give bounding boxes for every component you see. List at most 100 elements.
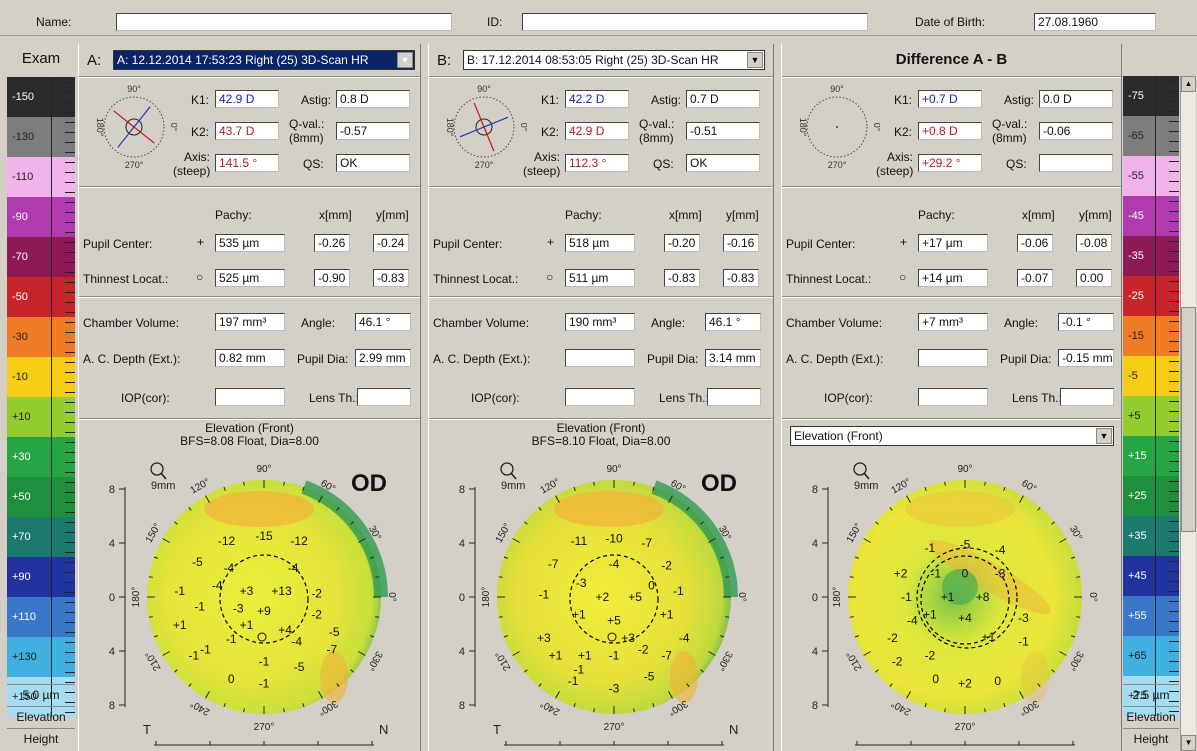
degree-label: 120° [890,477,913,497]
scroll-thumb[interactable] [1181,307,1196,532]
thinnest-x-field[interactable]: -0.90 [314,269,350,287]
k1-field[interactable]: 42.2 D [565,90,629,108]
pupil-x-field[interactable]: -0.26 [314,234,350,252]
chamber-volume-field[interactable]: +7 mm³ [918,313,988,331]
thinnest-x-field[interactable]: -0.83 [664,269,700,287]
elevation-map[interactable]: 90°120° 60°150° 30°180° 0°210° 330°240° 300°2… [782,449,1122,751]
exam-select[interactable]: B: 17.12.2014 08:53:05 Right (25) 3D-Sca… [463,50,765,70]
name-field[interactable] [116,13,452,31]
acdepth-field[interactable] [918,349,988,367]
pupil-y-field[interactable]: -0.16 [723,234,759,252]
right-scale-bands: -75 -65 -55 -45 -35 -25 -15 -5 +5 +15 +25 +35 +45 +55… [1123,76,1179,716]
dropdown-arrow-icon[interactable]: ▼ [1096,428,1112,444]
axis-field[interactable]: +29.2 ° [918,154,982,172]
astig-field[interactable]: 0.7 D [686,90,760,108]
pupil-pachy-field[interactable]: 535 µm [215,234,285,252]
pupil-y-field[interactable]: -0.08 [1076,234,1112,252]
scale-title: Exam [7,44,75,74]
angle-field[interactable]: 46.1 ° [705,313,761,331]
axis-field[interactable]: 112.3 ° [565,154,629,172]
y-mm-header: y[mm] [1079,208,1112,222]
angle-field[interactable]: -0.1 ° [1058,313,1114,331]
qs-field[interactable]: OK [336,154,410,172]
map-type-select[interactable]: Elevation (Front) ▼ [790,426,1114,446]
map-value: +1 [578,649,592,663]
pupil-dia-field[interactable]: 2.99 mm [355,349,411,367]
pupil-x-field[interactable]: -0.06 [1017,234,1053,252]
right-scale-mode[interactable]: Elevation [1123,706,1179,726]
map-value: +8 [976,590,990,604]
k2-field[interactable]: 43.7 D [215,122,279,140]
elevation-map[interactable]: 90°120° 60°150° 30°180° 0°210° 330°240° 300°2… [429,449,769,751]
pupil-pachy-field[interactable]: +17 µm [918,234,988,252]
acdepth-field[interactable]: 0.82 mm [215,349,285,367]
left-scale-mode[interactable]: Elevation [7,706,75,726]
scale-band: +75 [1123,676,1179,716]
id-field[interactable] [522,13,868,31]
thinnest-y-field[interactable]: -0.83 [723,269,759,287]
map-value: -1 [609,649,620,663]
k1-field[interactable]: 42.9 D [215,90,279,108]
qs-field[interactable] [1039,154,1113,172]
lens-field[interactable] [357,388,411,406]
exam-select[interactable]: A: 12.12.2014 17:53:23 Right (25) 3D-Sca… [113,50,415,70]
chamber-volume-field[interactable]: 197 mm³ [215,313,285,331]
dob-field[interactable]: 27.08.1960 [1034,13,1156,31]
vertical-scrollbar[interactable]: ▲ ▼ [1180,76,1196,751]
k1-field[interactable]: +0.7 D [918,90,982,108]
scale-band: +110 [7,597,75,637]
map-value: -1 [259,654,270,668]
thinnest-pachy-field[interactable]: 525 µm [215,269,285,287]
pupil-pachy-field[interactable]: 518 µm [565,234,635,252]
pupil-y-field[interactable]: -0.24 [373,234,409,252]
qval-field[interactable]: -0.51 [686,122,760,140]
right-scale-type[interactable]: Height [1123,728,1179,748]
thinnest-pachy-field[interactable]: 511 µm [565,269,635,287]
chamber-volume-field[interactable]: 190 mm³ [565,313,635,331]
k2-field[interactable]: 42.9 D [565,122,629,140]
left-scale-type[interactable]: Height [7,728,75,748]
map-title: Elevation (Front) [556,421,646,435]
qs-field[interactable]: OK [686,154,760,172]
thinnest-x-field[interactable]: -0.07 [1017,269,1053,287]
magnifier-icon [150,462,164,476]
scale-band: -75 [1123,76,1179,116]
axis-tick-label: 4 [109,538,115,550]
qval-label: Q-val.: [289,117,325,131]
scale-ticks [51,677,75,717]
scroll-up-button[interactable]: ▲ [1181,76,1196,92]
iop-field[interactable] [565,388,635,406]
scale-ticks [1155,316,1179,356]
astig-field[interactable]: 0.0 D [1039,90,1113,108]
pupil-dia-field[interactable]: -0.15 mm [1058,349,1114,367]
pupil-x-field[interactable]: -0.20 [664,234,700,252]
angle-field[interactable]: 46.1 ° [355,313,411,331]
k2-field[interactable]: +0.8 D [918,122,982,140]
dropdown-arrow-icon[interactable]: ▼ [397,52,413,68]
elevation-map[interactable]: 90°120° 60°150° 30°180° 0°210° 330°240° 300°2… [79,449,419,751]
qval-field[interactable]: -0.57 [336,122,410,140]
dropdown-arrow-icon[interactable]: ▼ [747,52,763,68]
map-value: -2 [638,643,649,657]
lens-field[interactable] [707,388,761,406]
iop-field[interactable] [918,388,988,406]
map-value: -1 [174,584,185,598]
pupil-dia-field[interactable]: 3.14 mm [705,349,761,367]
scale-band-label: +110 [12,611,36,623]
map-value: -1 [226,632,237,646]
thinnest-pachy-field[interactable]: +14 µm [918,269,988,287]
axis-field[interactable]: 141.5 ° [215,154,279,172]
astig-field[interactable]: 0.8 D [336,90,410,108]
svg-text:180°: 180° [445,118,455,137]
scroll-down-button[interactable]: ▼ [1181,735,1196,751]
lens-field[interactable] [1060,388,1114,406]
scale-band: +50 [7,477,75,517]
iop-field[interactable] [215,388,285,406]
map-value: -5 [644,670,655,684]
thinnest-y-field[interactable]: 0.00 [1076,269,1112,287]
qval-field[interactable]: -0.06 [1039,122,1113,140]
acdepth-field[interactable] [565,349,635,367]
scale-band-label: +25 [1128,490,1147,502]
thinnest-y-field[interactable]: -0.83 [373,269,409,287]
degree-label: 240° [539,697,562,717]
